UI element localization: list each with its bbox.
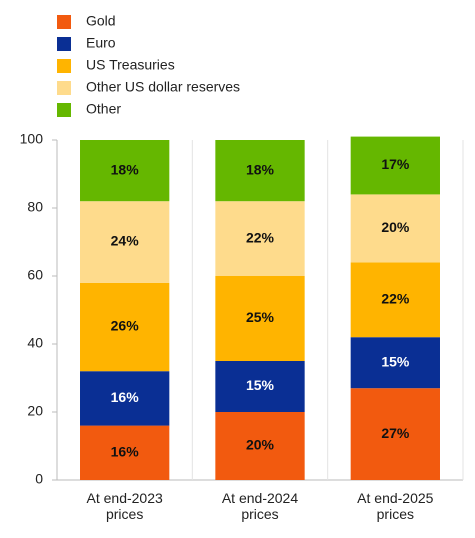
legend-label: Gold bbox=[86, 13, 116, 29]
y-tick-label: 40 bbox=[27, 335, 43, 351]
value-label: 18% bbox=[246, 161, 275, 177]
bar-segment bbox=[215, 201, 305, 276]
legend-swatch bbox=[57, 103, 71, 117]
bar-segment bbox=[350, 262, 440, 338]
legend-label: Other US dollar reserves bbox=[86, 79, 240, 95]
legend-label: US Treasuries bbox=[86, 57, 175, 73]
bar-segment bbox=[80, 282, 170, 372]
bar-segment bbox=[215, 361, 305, 412]
y-tick-label: 60 bbox=[27, 267, 43, 283]
legend-swatch bbox=[57, 81, 71, 95]
value-label: 20% bbox=[381, 219, 410, 235]
value-label: 18% bbox=[111, 161, 140, 177]
value-label: 15% bbox=[381, 353, 410, 369]
value-label: 26% bbox=[111, 318, 140, 334]
bar-segment bbox=[80, 201, 170, 283]
y-tick-label: 80 bbox=[27, 199, 43, 215]
bar-segment bbox=[80, 425, 170, 480]
bar-segment bbox=[350, 194, 440, 263]
bar-segment bbox=[80, 140, 170, 202]
value-label: 22% bbox=[246, 229, 275, 245]
value-label: 27% bbox=[381, 425, 410, 441]
bar-segment bbox=[350, 337, 440, 389]
legend-swatch bbox=[57, 59, 71, 73]
x-tick-label: At end-2024 prices bbox=[221, 490, 299, 522]
bar-segment bbox=[350, 388, 440, 480]
bar-segment bbox=[80, 371, 170, 426]
bar-segment bbox=[350, 136, 440, 195]
value-label: 16% bbox=[111, 444, 140, 460]
legend-swatch bbox=[57, 37, 71, 51]
legend-label: Other bbox=[86, 101, 121, 117]
value-label: 24% bbox=[111, 233, 140, 249]
bar-segment bbox=[215, 412, 305, 480]
y-tick-label: 100 bbox=[20, 131, 44, 147]
value-label: 25% bbox=[246, 309, 275, 325]
value-label: 22% bbox=[381, 291, 410, 307]
legend-swatch bbox=[57, 15, 71, 29]
value-label: 20% bbox=[246, 437, 275, 453]
x-tick-label: At end-2023 prices bbox=[86, 490, 163, 522]
y-tick-label: 20 bbox=[27, 403, 43, 419]
bar-segment bbox=[215, 276, 305, 361]
bar-segment bbox=[215, 140, 305, 202]
x-tick-label: At end-2025 prices bbox=[357, 490, 434, 522]
value-label: 15% bbox=[246, 377, 275, 393]
y-tick-label: 0 bbox=[35, 471, 43, 487]
value-label: 17% bbox=[381, 156, 410, 172]
value-label: 16% bbox=[111, 389, 140, 405]
legend-label: Euro bbox=[86, 35, 116, 51]
